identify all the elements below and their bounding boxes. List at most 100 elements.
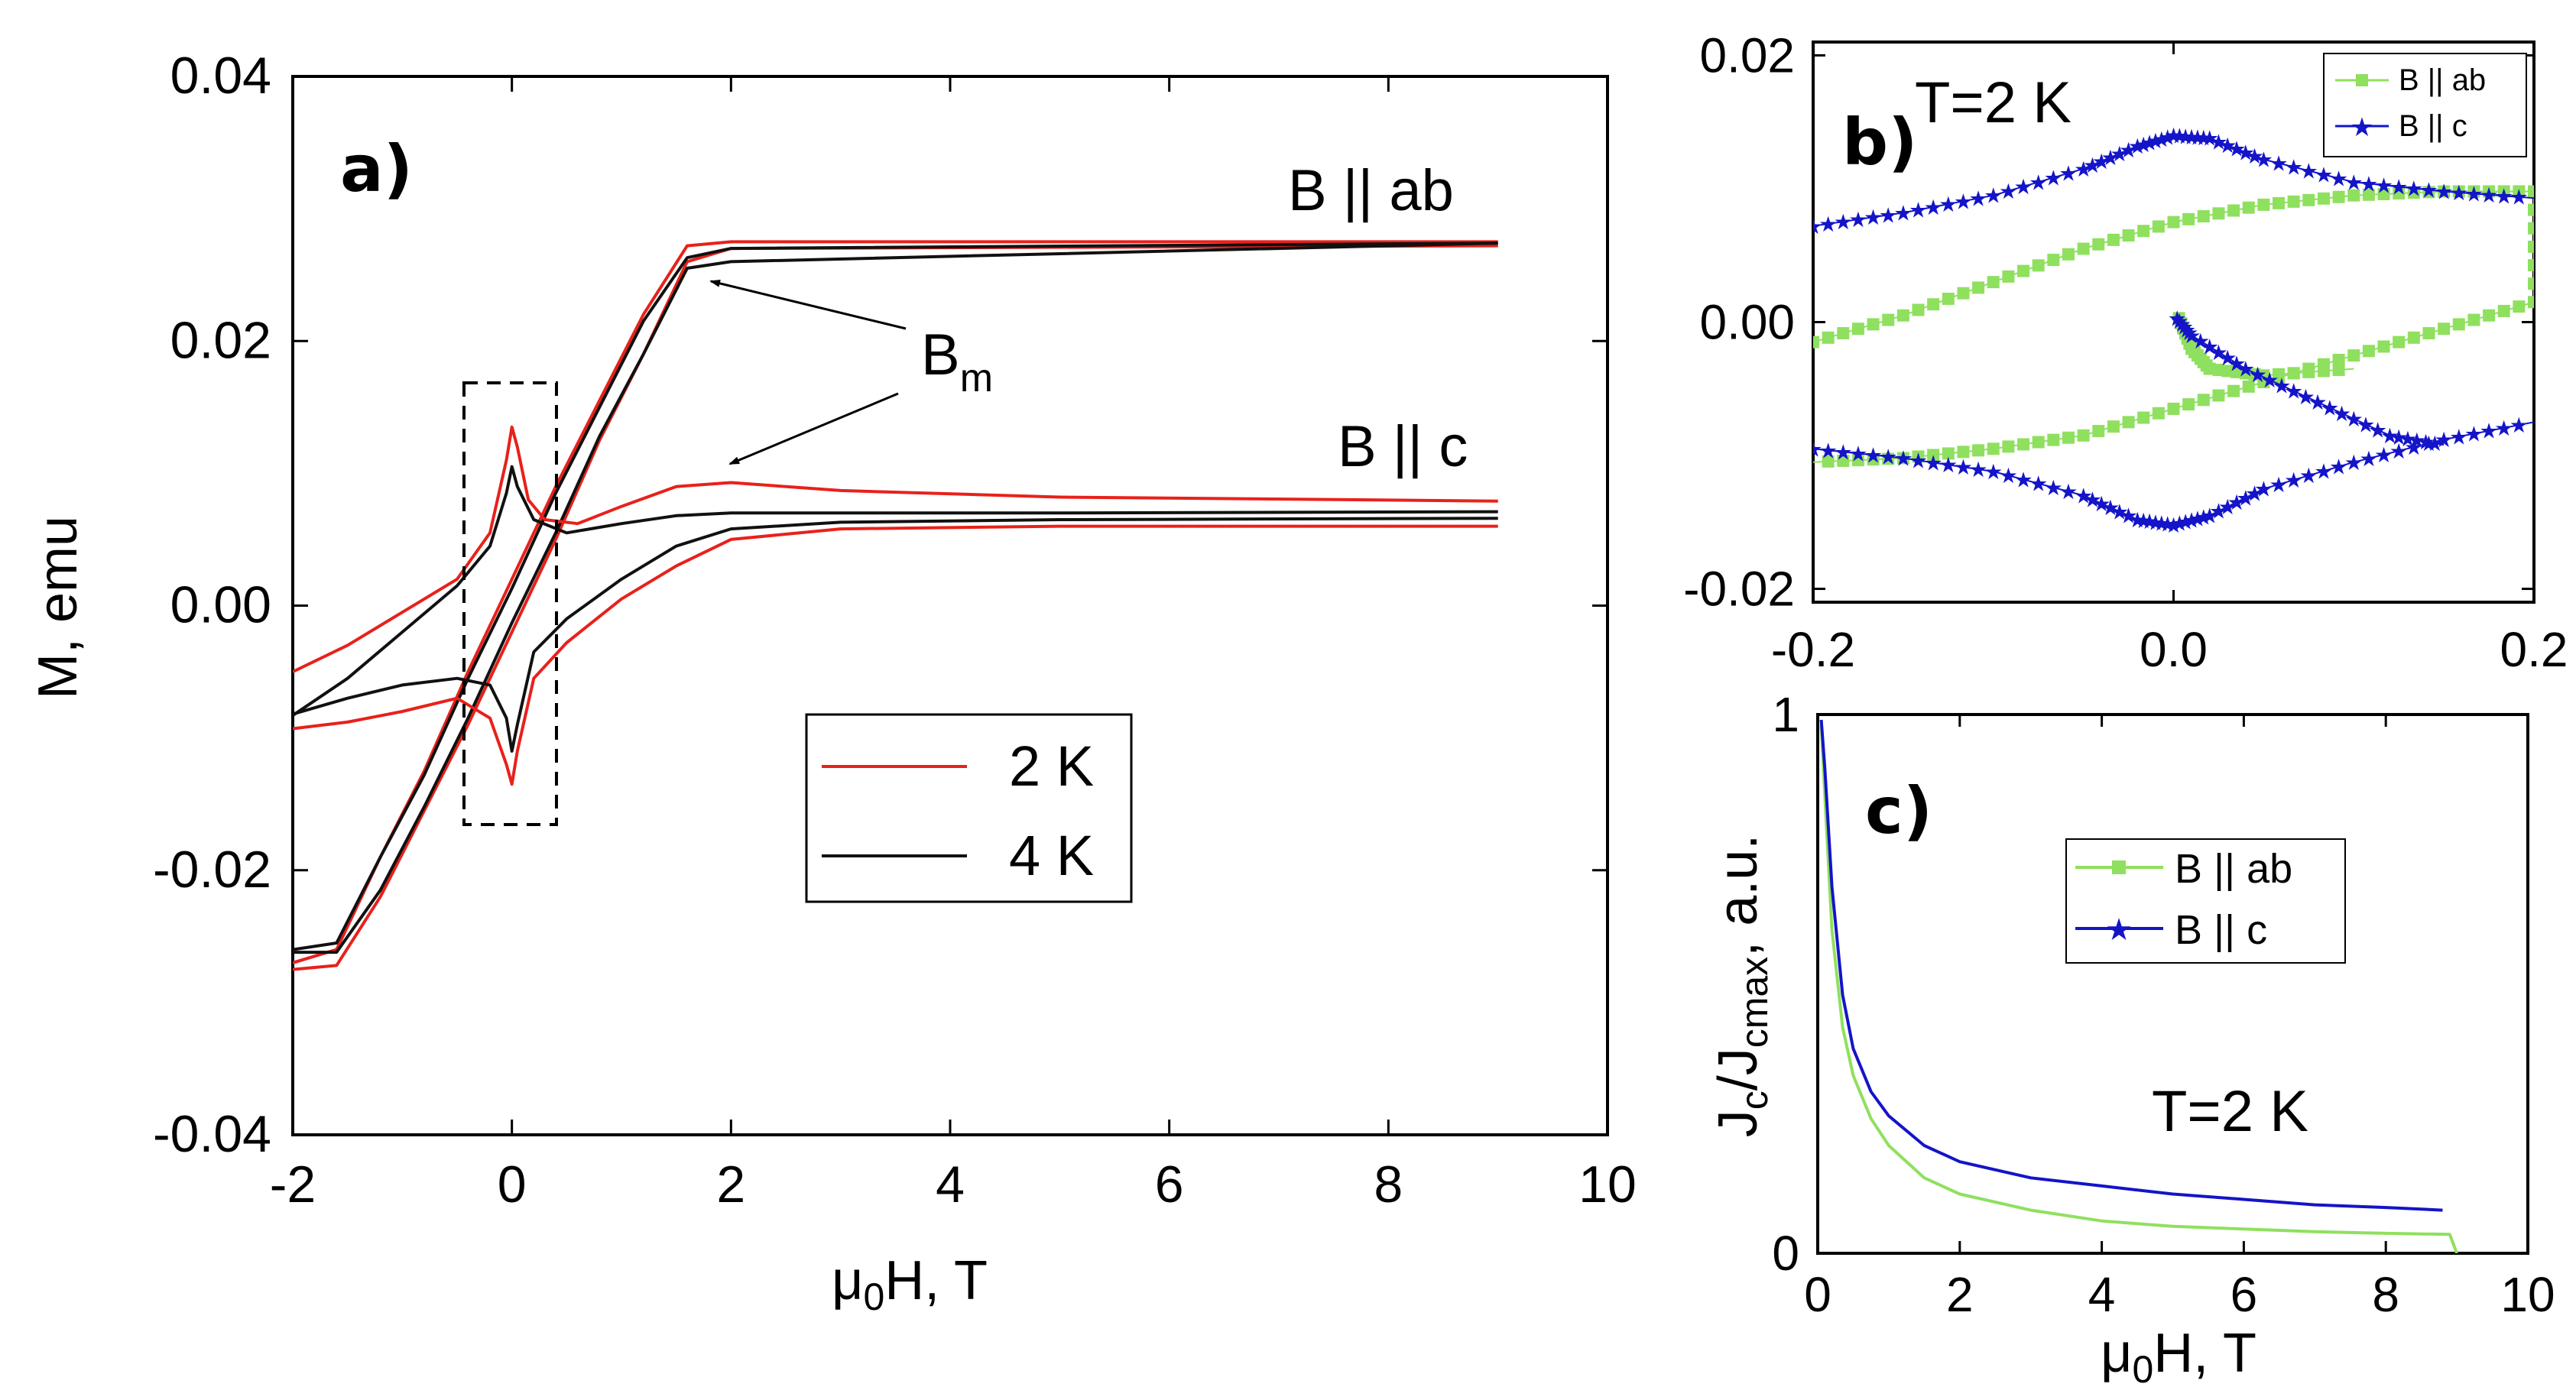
panel-b-marker	[2242, 201, 2255, 214]
panel-b-marker	[2347, 189, 2360, 202]
panel-b-marker: ★	[2314, 162, 2333, 187]
panel-a-xtick-label: 4	[936, 1155, 965, 1214]
panel-b-marker	[1927, 298, 1940, 311]
panel-b-marker: ★	[2299, 158, 2318, 183]
panel-b-marker	[2332, 353, 2345, 366]
panel-b-marker	[2212, 389, 2225, 402]
panel-b-marker: ★	[2359, 171, 2378, 196]
panel-b-marker: ★	[2158, 125, 2177, 150]
panel-b-marker	[2077, 242, 2090, 255]
panel-b-marker: ★	[2128, 134, 2147, 159]
panel-b-marker: ★	[2158, 512, 2177, 537]
panel-b-marker: ★	[2182, 323, 2201, 348]
panel-b-marker: ★	[2344, 450, 2363, 475]
panel-b-marker: ★	[2218, 345, 2237, 371]
panel-b-marker: ★	[2209, 340, 2228, 365]
panel-b-marker	[2393, 187, 2406, 200]
panel-b-series-line-4	[2176, 317, 2445, 446]
panel-c-title: T=2 K	[2152, 1079, 2308, 1144]
panel-b-marker: ★	[2464, 181, 2484, 206]
panel-b-legend-marker-c: ★	[2351, 112, 2373, 143]
panel-b-marker: ★	[2083, 488, 2102, 513]
panel-b-title: T=2 K	[1915, 70, 2072, 135]
panel-b-marker: ★	[1803, 214, 1822, 239]
panel-b-marker: ★	[2074, 157, 2093, 182]
panel-b-marker	[2287, 367, 2300, 380]
panel-b-marker: ★	[2308, 390, 2328, 415]
panel-b-marker: ★	[1984, 459, 2003, 484]
panel-b-marker	[2347, 349, 2360, 362]
panel-b-marker	[2212, 207, 2225, 220]
panel-a-series-line-5	[293, 524, 1498, 786]
panel-b-marker: ★	[2029, 472, 2048, 497]
panel-a-xtick-label: 6	[1155, 1155, 1184, 1214]
panel-c-series	[1819, 719, 2458, 1253]
panel-b-marker	[2467, 313, 2480, 326]
panel-b-marker	[1942, 292, 1955, 305]
panel-b-marker: ★	[2236, 140, 2255, 165]
panel-b-marker	[1972, 281, 1985, 294]
panel-b-marker: ★	[2164, 513, 2183, 538]
panel-b-marker	[2227, 384, 2240, 397]
panel-b-marker: ★	[2227, 137, 2246, 162]
panel-b-marker	[1837, 455, 1850, 468]
panel-b-marker	[2002, 440, 2015, 453]
panel-b-marker	[2047, 254, 2060, 267]
panel-b-marker: ★	[2236, 485, 2255, 510]
panel-b-marker	[2483, 309, 2496, 322]
panel-b-marker: ★	[2416, 429, 2435, 455]
panel-c-xlabel: μ0H, T	[2101, 1323, 2256, 1387]
panel-b-marker: ★	[2248, 362, 2267, 387]
panel-b-marker	[2062, 431, 2075, 444]
panel-b-marker	[2317, 365, 2330, 378]
panel-b-marker	[2197, 394, 2210, 407]
panel-b-marker: ★	[1924, 450, 1943, 475]
panel-b-marker: ★	[2146, 510, 2165, 535]
panel-b-marker	[2528, 296, 2534, 309]
panel-b-marker: ★	[1909, 448, 1928, 473]
panel-b-marker: ★	[2419, 177, 2438, 203]
panel-b-marker: ★	[2329, 166, 2348, 191]
panel-b-marker: ★	[2398, 426, 2417, 452]
panel-b-marker: ★	[2140, 509, 2159, 534]
panel-b-marker: ★	[2194, 125, 2213, 151]
panel-b-marker: ★	[2296, 384, 2315, 410]
panel-b-marker: ★	[1834, 209, 1853, 235]
panel-b-marker: ★	[2320, 395, 2339, 420]
panel-b-marker: ★	[2188, 125, 2207, 150]
panel-b-marker	[2032, 436, 2045, 449]
panel-b-marker	[2362, 345, 2375, 358]
panel-b-marker: ★	[1864, 442, 1883, 468]
panel-b-marker	[2528, 277, 2534, 290]
bm-arrow-c	[728, 392, 899, 465]
panel-b-marker: ★	[2059, 161, 2078, 186]
panel-b-marker: ★	[2389, 439, 2409, 464]
panel-c-legend-label-c: B || c	[2175, 907, 2267, 953]
panel-b-ytick-label: 0.02	[1699, 28, 1795, 83]
panel-b-marker: ★	[2404, 176, 2423, 201]
panel-b-marker: ★	[1938, 192, 1958, 217]
panel-b-marker: ★	[2254, 477, 2273, 502]
legend-label-4k: 4 K	[1009, 824, 1094, 887]
panel-b-marker	[2273, 196, 2286, 209]
panel-b-marker	[2273, 368, 2286, 381]
panel-b-marker: ★	[2464, 422, 2484, 447]
panel-b-marker: ★	[2449, 180, 2468, 206]
panel-b-marker: ★	[2170, 124, 2189, 149]
panel-b-marker: ★	[2254, 147, 2273, 173]
panel-b-ytick-label: -0.02	[1683, 562, 1795, 617]
panel-b-marker	[2077, 429, 2090, 442]
panel-b-marker: ★	[2200, 126, 2219, 151]
panel-b-marker: ★	[2494, 183, 2513, 209]
panel-b-marker	[1987, 276, 2000, 289]
panel-b-marker: ★	[2044, 475, 2063, 501]
panel-b-ticks: -0.2 0.0 0.2 0.02 0.00 -0.02	[1683, 28, 2568, 677]
panel-b-marker	[2528, 203, 2534, 216]
panel-b-marker: ★	[1954, 455, 1973, 480]
panel-b-marker: ★	[2110, 499, 2129, 524]
panel-b-marker	[2092, 425, 2105, 438]
panel-b-marker	[2032, 259, 2045, 272]
panel-b-marker	[2422, 327, 2435, 340]
panel-b-marker: ★	[2119, 504, 2138, 529]
